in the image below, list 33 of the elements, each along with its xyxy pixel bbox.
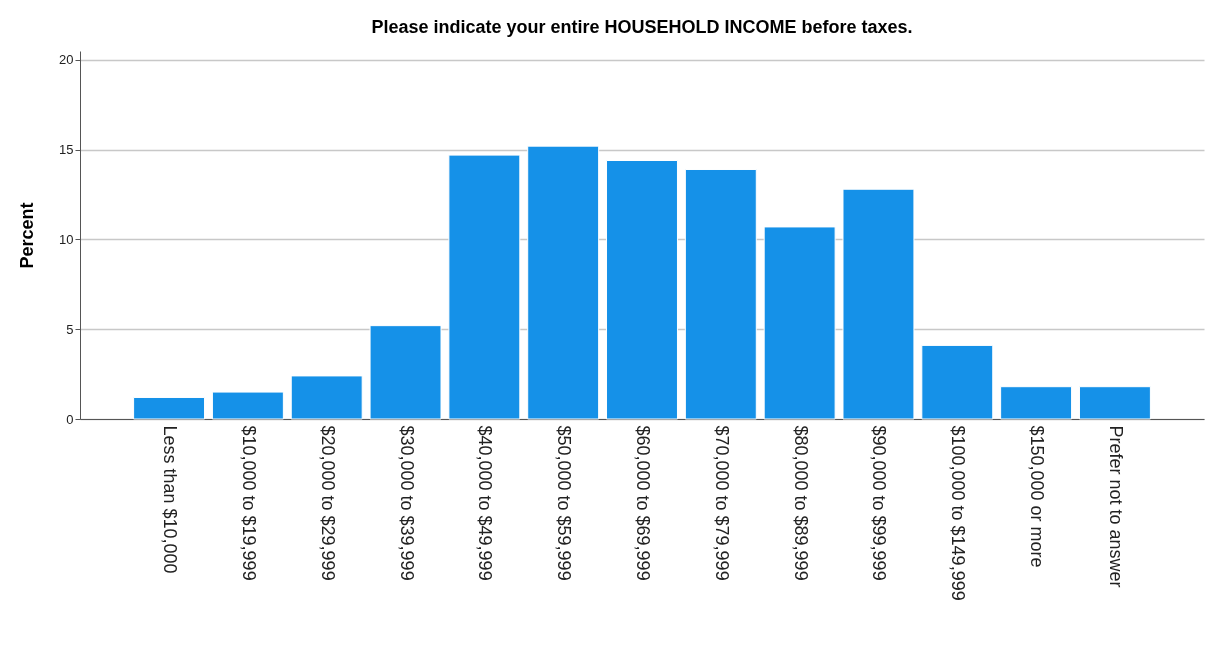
bar: [1000, 386, 1073, 420]
x-tick-label: $40,000 to $49,999: [475, 425, 496, 581]
bar: [763, 226, 836, 420]
x-tick-label: $20,000 to $29,999: [317, 425, 338, 581]
y-axis-title: Percent: [17, 202, 38, 269]
bar: [133, 396, 206, 420]
x-tick-label: $80,000 to $89,999: [790, 425, 811, 581]
x-tick-label: $150,000 or more: [1027, 425, 1048, 568]
x-tick-label: Prefer not to answer: [1105, 425, 1126, 588]
x-tick-label: Less than $10,000: [160, 425, 181, 574]
x-tick-label: $30,000 to $39,999: [396, 425, 417, 581]
bar: [842, 188, 915, 420]
y-tick-label: 0: [66, 411, 74, 427]
x-tick-label: $90,000 to $99,999: [869, 425, 890, 581]
bar: [448, 154, 521, 420]
y-tick-label: 15: [59, 142, 74, 158]
bar: [684, 168, 757, 420]
bar: [1078, 386, 1151, 420]
bar: [527, 145, 600, 420]
chart-title: Please indicate your entire HOUSEHOLD INCOME before taxes.: [371, 17, 913, 37]
x-tick-label: $70,000 to $79,999: [711, 425, 732, 581]
bar: [606, 160, 678, 420]
x-tick-label: $60,000 to $69,999: [633, 425, 653, 581]
bar: [211, 391, 284, 420]
y-tick-label: 10: [59, 231, 74, 247]
bar: [290, 375, 363, 420]
bar: [369, 325, 442, 420]
x-tick-label: $50,000 to $59,999: [554, 425, 575, 581]
y-tick-label: 5: [66, 321, 74, 337]
x-tick-label: $10,000 to $19,999: [238, 425, 259, 581]
bar: [921, 344, 994, 420]
y-tick-label: 20: [59, 52, 74, 68]
x-tick-label: $100,000 to $149,999: [948, 425, 969, 601]
